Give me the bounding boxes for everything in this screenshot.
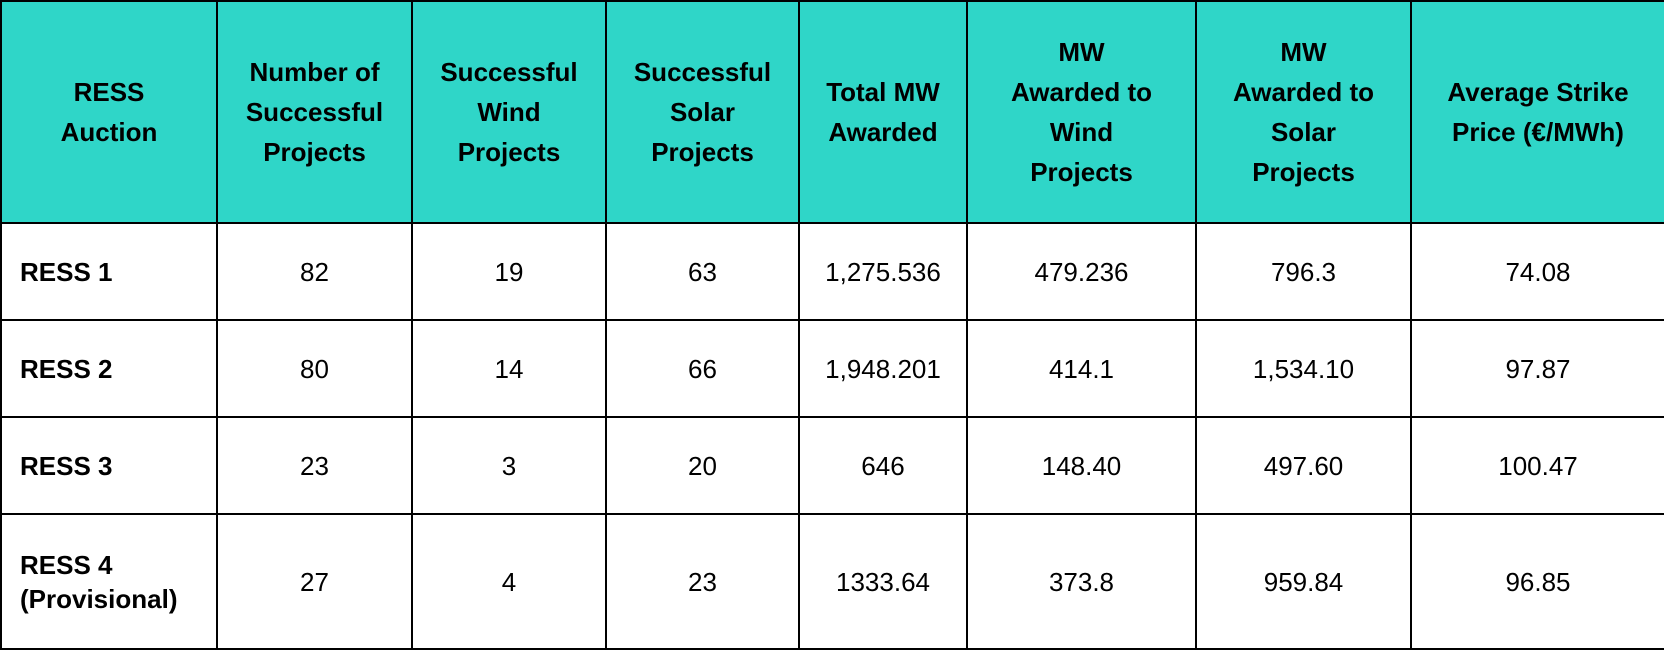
table-cell: 19 (411, 222, 607, 321)
column-header-successful-projects: Number of Successful Projects (216, 0, 413, 224)
table-cell: 80 (216, 319, 413, 418)
table-cell: 796.3 (1195, 222, 1412, 321)
row-header-label: RESS 3 (20, 450, 113, 481)
column-header-ress-auction: RESS Auction (0, 0, 218, 224)
table-cell: 96.85 (1410, 513, 1664, 650)
row-header-label: RESS 2 (20, 353, 113, 384)
table-row: RESS 3 23 3 20 646 148.40 497.60 100.47 (0, 416, 1664, 515)
table-cell: 27 (216, 513, 413, 650)
column-header-solar-projects: Successful Solar Projects (605, 0, 800, 224)
row-header-cell: RESS 2 (0, 319, 218, 418)
table-cell: 82 (216, 222, 413, 321)
column-header-label: Average Strike Price (€/MWh) (1447, 77, 1629, 147)
table-row: RESS 1 82 19 63 1,275.536 479.236 796.3 … (0, 222, 1664, 321)
row-header-cell: RESS 3 (0, 416, 218, 515)
table-cell: 66 (605, 319, 800, 418)
table-cell: 3 (411, 416, 607, 515)
table-cell: 959.84 (1195, 513, 1412, 650)
table-cell: 23 (605, 513, 800, 650)
table-cell: 97.87 (1410, 319, 1664, 418)
header-row: RESS Auction Number of Successful Projec… (0, 0, 1664, 224)
table-cell: 1,275.536 (798, 222, 968, 321)
table-cell: 1333.64 (798, 513, 968, 650)
column-header-label: Number of Successful Projects (245, 57, 384, 167)
column-header-label: RESS Auction (60, 77, 158, 147)
table-row: RESS 2 80 14 66 1,948.201 414.1 1,534.10… (0, 319, 1664, 418)
table-cell: 646 (798, 416, 968, 515)
table-cell: 1,534.10 (1195, 319, 1412, 418)
table-cell: 63 (605, 222, 800, 321)
table-cell: 20 (605, 416, 800, 515)
table-cell: 373.8 (966, 513, 1197, 650)
row-header-label: RESS 1 (20, 256, 113, 287)
table-cell: 1,948.201 (798, 319, 968, 418)
column-header-wind-projects: Successful Wind Projects (411, 0, 607, 224)
table-cell: 414.1 (966, 319, 1197, 418)
column-header-label: MW Awarded to Solar Projects (1232, 37, 1375, 187)
column-header-label: Successful Wind Projects (440, 57, 578, 167)
column-header-label: MW Awarded to Wind Projects (1010, 37, 1153, 187)
table-cell: 14 (411, 319, 607, 418)
row-header-cell: RESS 4 (Provisional) (0, 513, 218, 650)
table-cell: 74.08 (1410, 222, 1664, 321)
table-cell: 4 (411, 513, 607, 650)
table-row: RESS 4 (Provisional) 27 4 23 1333.64 373… (0, 513, 1664, 650)
column-header-total-mw: Total MW Awarded (798, 0, 968, 224)
table-cell: 497.60 (1195, 416, 1412, 515)
column-header-mw-solar: MW Awarded to Solar Projects (1195, 0, 1412, 224)
table-cell: 148.40 (966, 416, 1197, 515)
column-header-strike-price: Average Strike Price (€/MWh) (1410, 0, 1664, 224)
column-header-label: Total MW Awarded (826, 77, 940, 147)
table-cell: 23 (216, 416, 413, 515)
column-header-mw-wind: MW Awarded to Wind Projects (966, 0, 1197, 224)
table-cell: 479.236 (966, 222, 1197, 321)
row-header-cell: RESS 1 (0, 222, 218, 321)
column-header-label: Successful Solar Projects (633, 57, 772, 167)
row-header-label: RESS 4 (Provisional) (20, 549, 178, 614)
table-cell: 100.47 (1410, 416, 1664, 515)
